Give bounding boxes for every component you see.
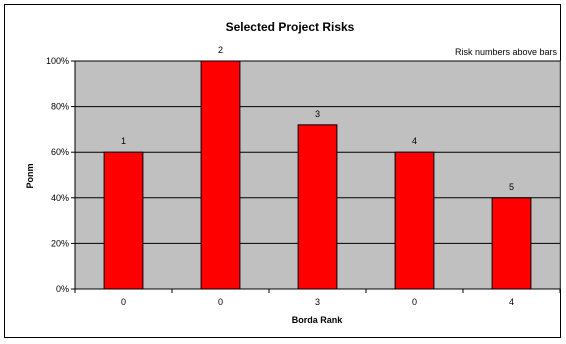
bar-data-label: 2	[218, 45, 223, 55]
chart-title: Selected Project Risks	[226, 20, 355, 34]
bars	[103, 60, 532, 290]
x-tick-label: 0	[412, 297, 417, 307]
y-tick-label: 100%	[46, 56, 69, 66]
bar	[200, 60, 241, 290]
chart-frame: Selected Project Risks Risk numbers abov…	[4, 4, 561, 338]
bar-data-label: 1	[121, 136, 126, 146]
x-tick-label: 0	[218, 297, 223, 307]
x-axis-label: Borda Rank	[292, 315, 344, 325]
bar	[491, 197, 532, 290]
x-tick-label: 3	[315, 297, 320, 307]
y-tick-label: 80%	[51, 102, 69, 112]
y-tick-label: 20%	[51, 238, 69, 248]
bar-data-label: 4	[412, 136, 417, 146]
data-labels: 1 2 3 4 5	[121, 45, 514, 192]
y-tick-label: 40%	[51, 193, 69, 203]
bar	[103, 151, 144, 290]
chart-annotation: Risk numbers above bars	[455, 47, 558, 57]
y-tick-label: 60%	[51, 147, 69, 157]
x-axis-ticks: 0 0 3 0 4	[74, 289, 561, 307]
y-axis-ticks: 0% 20% 40% 60% 80% 100%	[46, 56, 75, 294]
bar-data-label: 3	[315, 109, 320, 119]
bar	[394, 151, 435, 290]
x-tick-label: 0	[121, 297, 126, 307]
x-tick-label: 4	[509, 297, 514, 307]
bar-chart: Selected Project Risks Risk numbers abov…	[25, 20, 561, 325]
bar-data-label: 5	[509, 182, 514, 192]
y-tick-label: 0%	[56, 284, 69, 294]
bar	[297, 124, 338, 290]
y-axis-label: Ponm	[25, 163, 35, 188]
